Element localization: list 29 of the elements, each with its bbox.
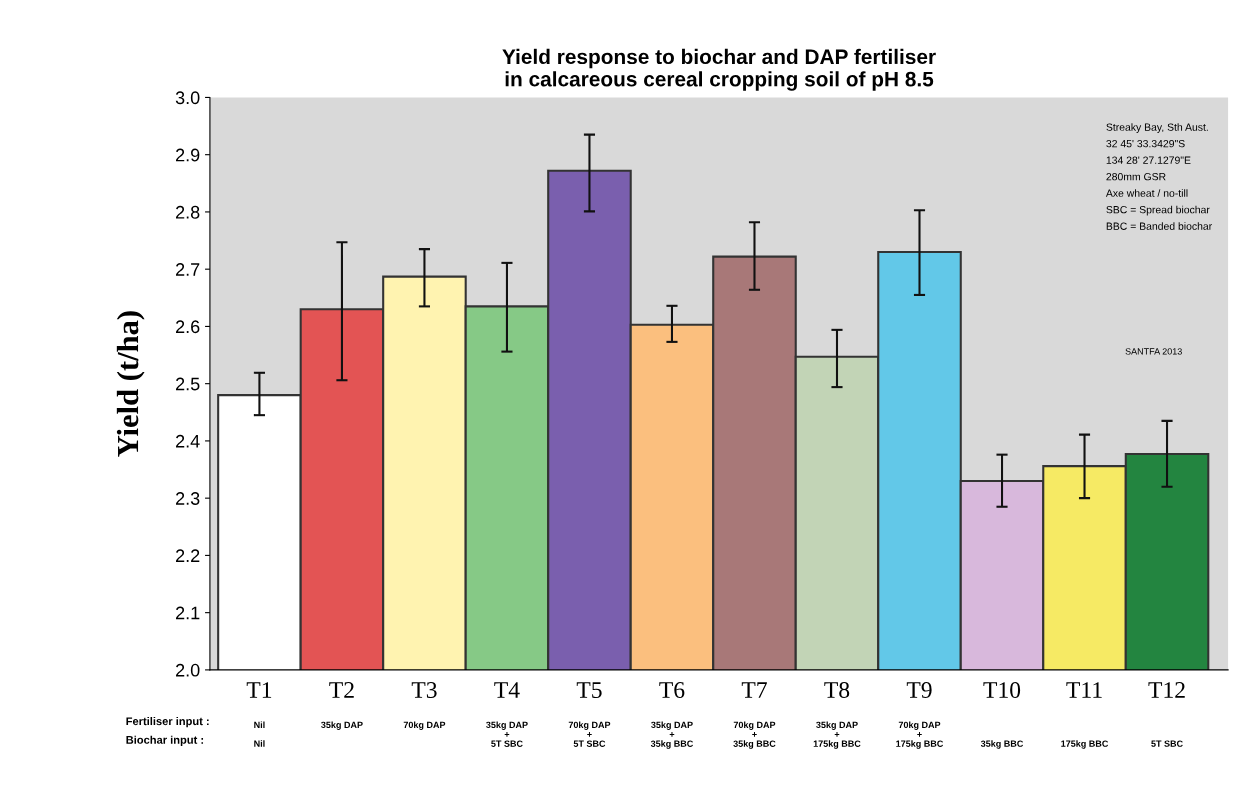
x-tick-label: T2 35kg DAP — [321, 682, 363, 730]
y-tick-label: 2.3 — [176, 492, 200, 505]
y-tick-label: 2.8 — [176, 205, 200, 219]
category-label: T1 Nil Nil — [246, 682, 272, 747]
text: Fertiliser input : — [126, 717, 209, 728]
x-tick-label: T5 70kg DAP + 5T SBC — [568, 682, 611, 747]
y-tick-label: 2.7 — [176, 263, 200, 276]
y-tick-label: 2.1 — [176, 606, 200, 620]
category-label: T11 175kg BBC — [1061, 682, 1109, 749]
y-tick-label: 3.0 — [175, 91, 200, 105]
y-tick-label: 2.0 — [176, 663, 200, 677]
x-tick-label: T7 70kg DAP + 35kg BBC — [733, 682, 776, 749]
x-tick-label: T4 35kg DAP + 5T SBC — [486, 682, 528, 747]
y-tick-label: 2.9 — [176, 148, 200, 162]
x-tick-label: T9 70kg DAP + 175kg BBC — [896, 682, 944, 749]
chart-title: Yield response to biochar and DAP fertiliser in calcareous cereal cropping soil of pH 8.5 — [502, 48, 936, 91]
annotation: Streaky Bay, Sth Aust. 32 45' 33.3429"S 134 28' 27.1279"E 280mm GSR Axe wheat / no-till SBC = Spread biochar BBC = Banded biochar — [1105, 123, 1212, 230]
y-tick-label: 2.5 — [176, 377, 200, 391]
y-tick-label: 2.2 — [176, 549, 200, 562]
annotation: SANTFA 2013 — [1125, 348, 1182, 355]
y-axis-title: Yield (t/ha) — [116, 311, 145, 457]
category-label: T12 5T SBC — [1148, 682, 1185, 747]
x-tick-label: T8 35kg DAP + 175kg BBC — [813, 682, 861, 749]
text: Biochar input : — [126, 735, 204, 747]
x-tick-label: T3 70kg DAP — [403, 682, 446, 730]
y-tick-label: 2.6 — [176, 320, 200, 334]
category-label: T10 35kg BBC — [980, 682, 1024, 749]
y-tick-label: 2.4 — [176, 434, 200, 448]
x-tick-label: T6 35kg DAP + 35kg BBC — [650, 682, 694, 749]
